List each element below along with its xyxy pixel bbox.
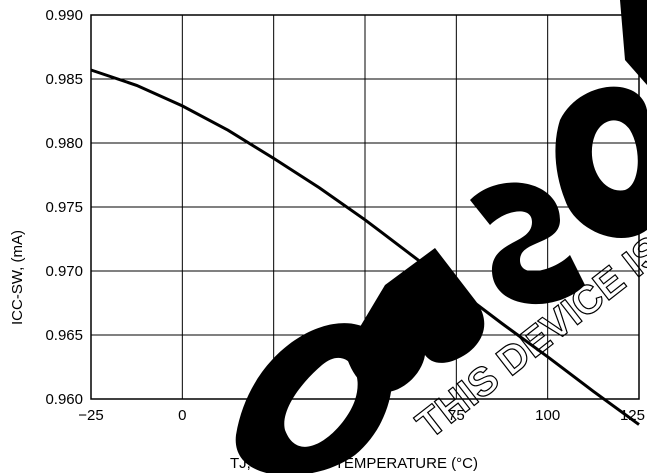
plot-frame: [90, 14, 640, 400]
y-tick-label: 0.985: [45, 71, 83, 88]
y-axis-label: ICC-SW, (mA): [9, 230, 26, 325]
series-line: [90, 68, 640, 426]
x-tick-labels: −25 0 25 50 75 100 125: [78, 407, 645, 424]
y-tick-label: 0.970: [45, 263, 83, 280]
watermark-letter-o2: [555, 86, 647, 239]
x-tick-label: 75: [448, 407, 465, 424]
watermark-letter-s: [470, 182, 585, 305]
x-tick-label: 0: [178, 407, 186, 424]
x-axis-label: TJ, JUNCTION TEMPERATURE (°C): [230, 455, 478, 472]
y-tick-label: 0.990: [45, 7, 83, 24]
x-tick-label: 50: [357, 407, 374, 424]
plot-area: [90, 68, 640, 426]
x-tick-label: 100: [535, 407, 560, 424]
x-tick-label: 125: [620, 407, 645, 424]
watermark: THIS DEVICE IS NO LONGER IN PRODUCTION: [235, 0, 647, 473]
x-tick-label: 25: [265, 407, 282, 424]
x-tick-label: −25: [78, 407, 103, 424]
y-tick-label: 0.975: [45, 199, 83, 216]
watermark-letter-l: [620, 0, 647, 85]
y-tick-label: 0.980: [45, 135, 83, 152]
y-tick-label: 0.965: [45, 327, 83, 344]
y-tick-label: 0.960: [45, 391, 83, 408]
y-tick-labels: 0.960 0.965 0.970 0.975 0.980 0.985 0.990: [45, 7, 83, 408]
